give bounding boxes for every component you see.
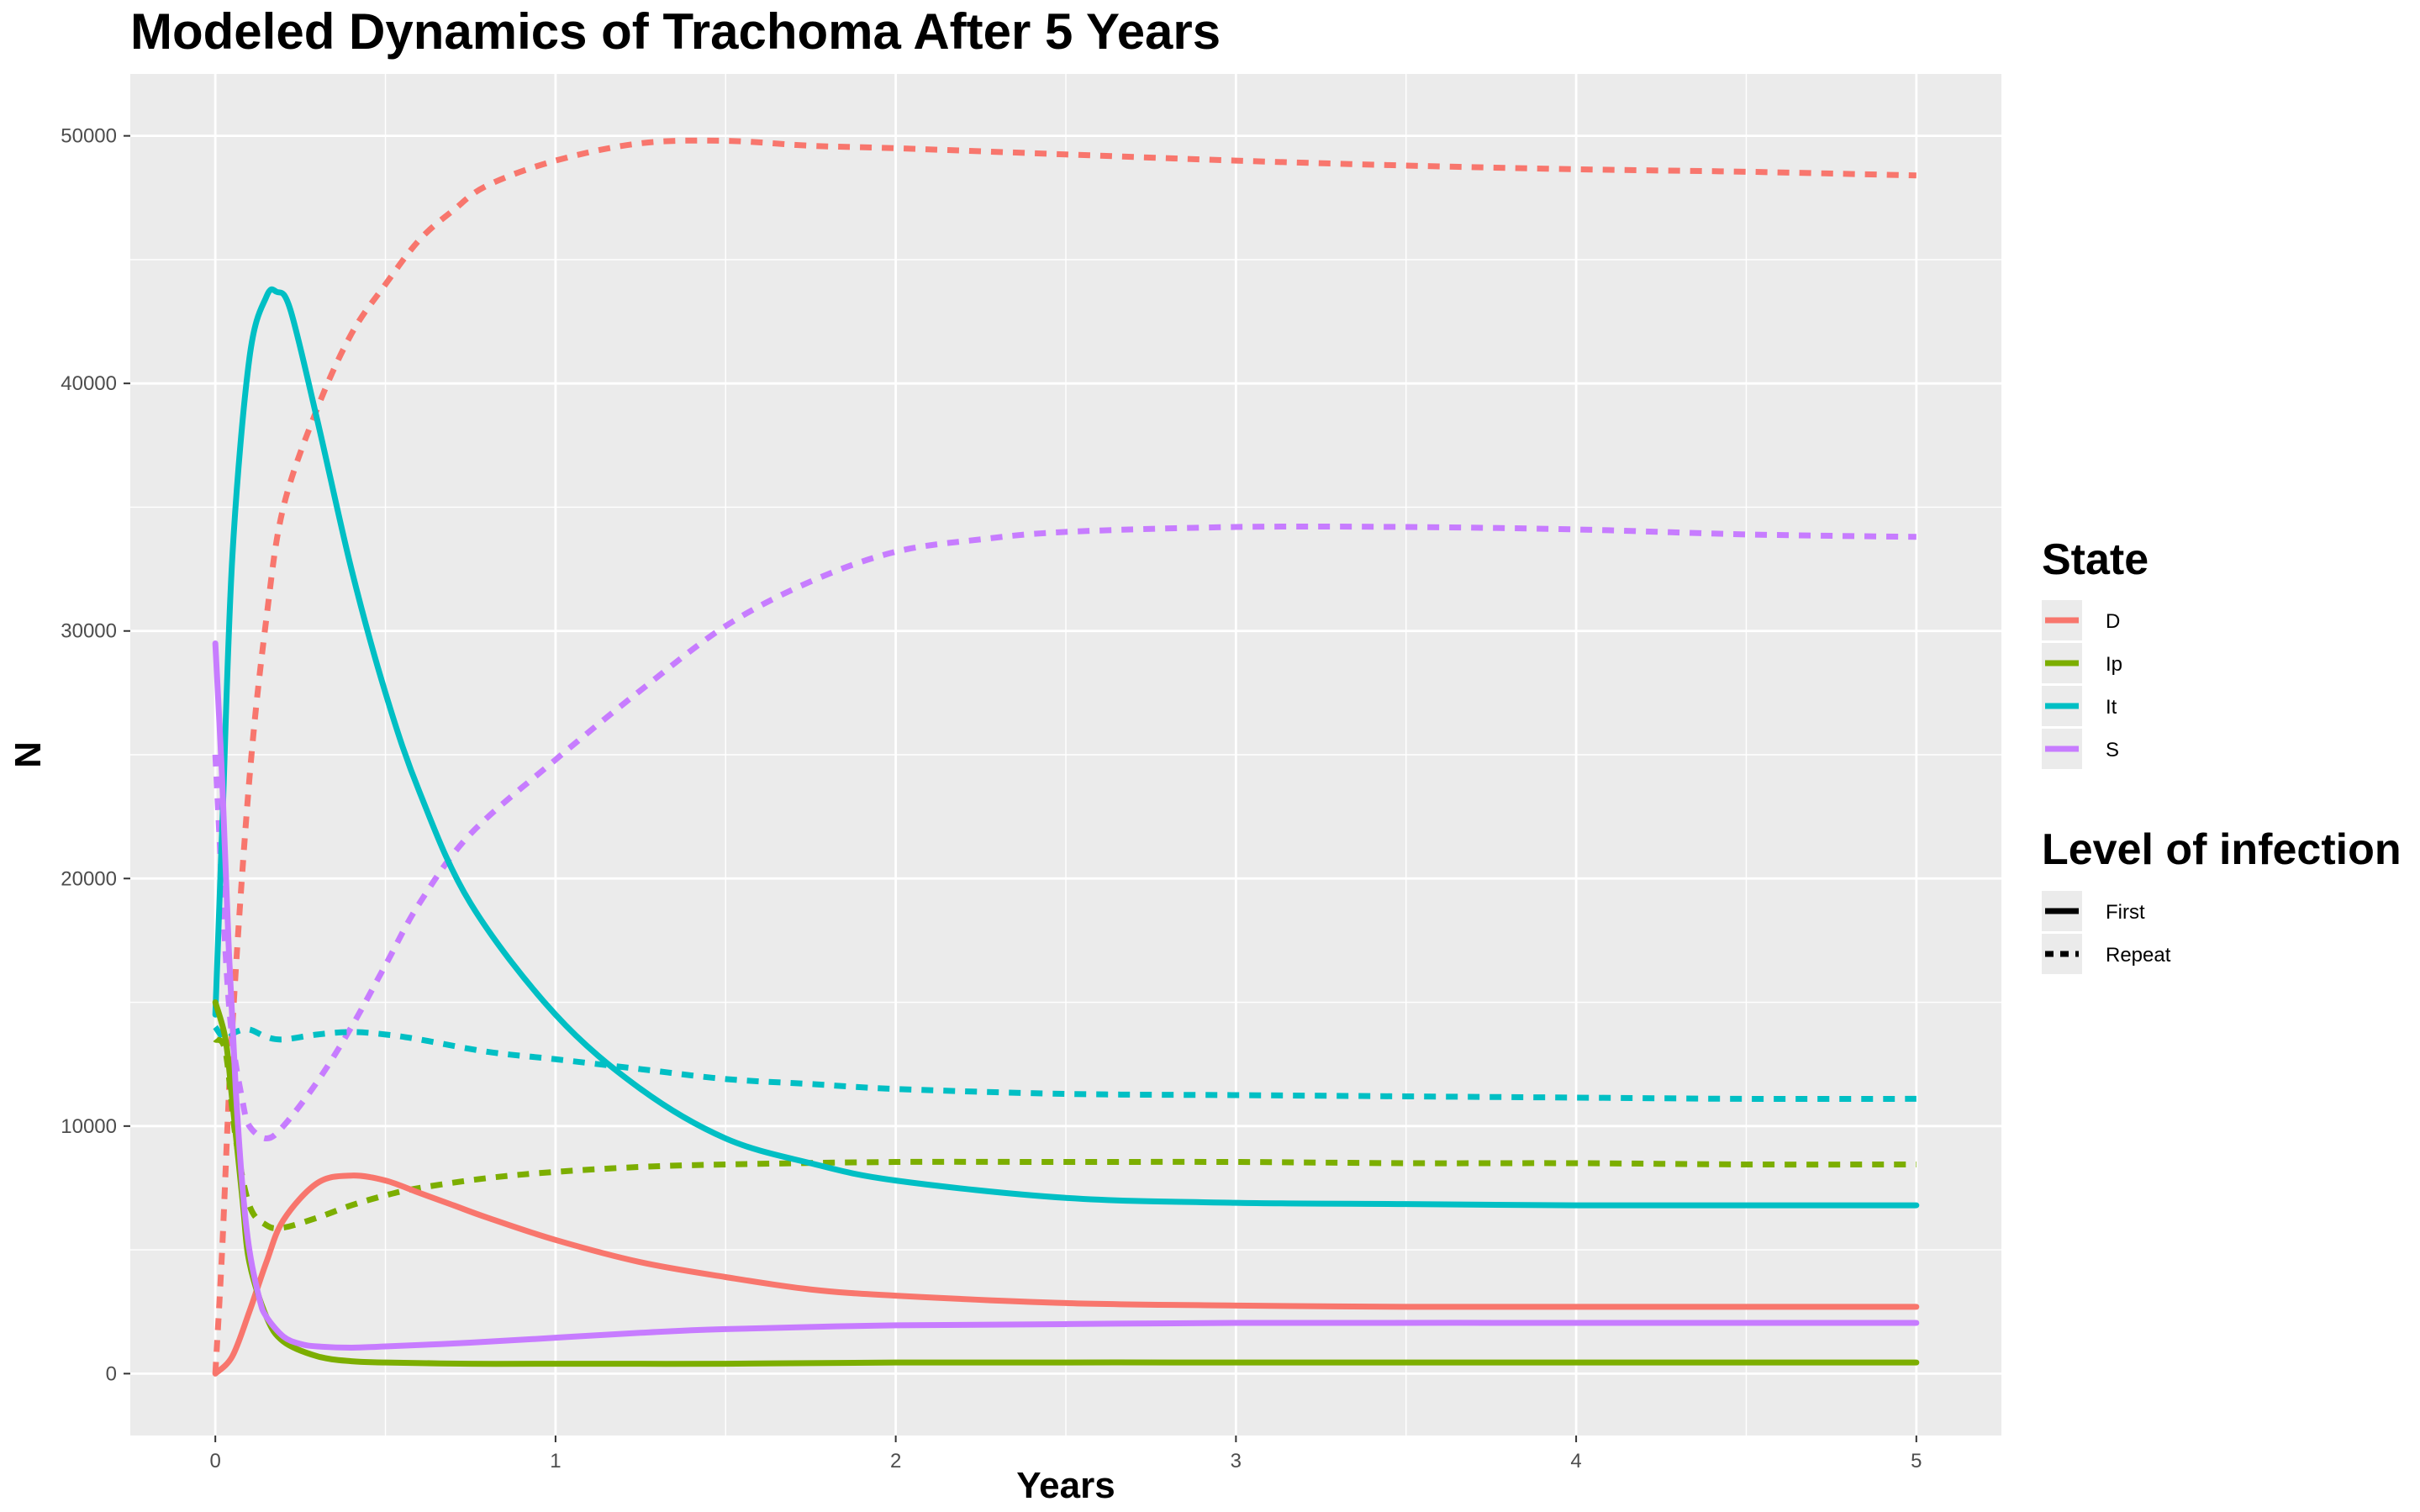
y-tick-label: 20000 — [61, 867, 117, 890]
chart-title: Modeled Dynamics of Trachoma After 5 Yea… — [130, 3, 1221, 60]
series-ip-repeat — [213, 1036, 1916, 1231]
series-s-first — [212, 640, 1920, 1351]
x-tick-label: 1 — [550, 1450, 561, 1472]
legend-label-first: First — [2106, 901, 2145, 924]
y-tick-label: 30000 — [61, 620, 117, 643]
legend-state: State D Ip It S — [2042, 535, 2148, 769]
y-tick-label: 0 — [106, 1362, 117, 1385]
y-tick-label: 10000 — [61, 1115, 117, 1138]
legend-label-repeat: Repeat — [2106, 944, 2171, 967]
legend-label-ip: Ip — [2106, 653, 2122, 676]
x-axis: 0 1 2 3 4 5 — [210, 1436, 1922, 1472]
x-tick-label: 5 — [1911, 1450, 1922, 1472]
plot-panel — [130, 74, 2001, 1436]
legend-level-title: Level of infection — [2042, 825, 2402, 874]
x-tick-label: 4 — [1570, 1450, 1581, 1472]
series-it-repeat — [213, 1025, 1916, 1103]
series-d-repeat — [212, 137, 1916, 1374]
legend-level-of-infection: Level of infection First Repeat — [2042, 825, 2402, 974]
y-tick-label: 40000 — [61, 372, 117, 395]
x-tick-label: 2 — [890, 1450, 901, 1472]
y-axis-title: N — [8, 741, 49, 768]
series-lines — [212, 137, 1920, 1377]
series-it-first — [212, 286, 1920, 1209]
y-tick-label: 50000 — [61, 125, 117, 148]
legend-label-it: It — [2106, 696, 2117, 719]
x-tick-label: 3 — [1231, 1450, 1242, 1472]
legend-state-title: State — [2042, 535, 2148, 584]
series-d-first — [212, 1172, 1920, 1377]
minor-gridlines — [130, 74, 2001, 1436]
x-axis-title: Years — [1016, 1465, 1115, 1506]
x-tick-label: 0 — [210, 1450, 221, 1472]
series-s-repeat — [212, 523, 1916, 1142]
legend-label-s: S — [2106, 739, 2119, 761]
y-axis: 0 10000 20000 30000 40000 50000 — [61, 125, 130, 1385]
legend-label-d: D — [2106, 610, 2120, 633]
